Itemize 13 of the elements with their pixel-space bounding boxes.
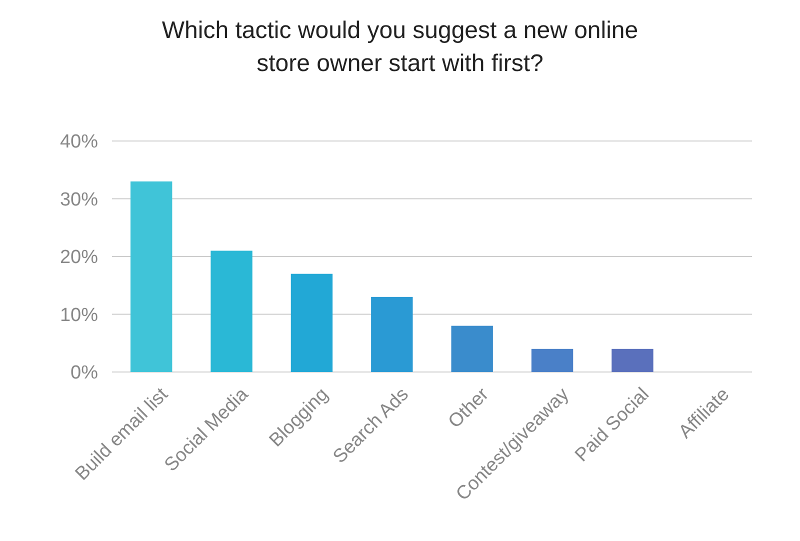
y-tick-label: 20% bbox=[60, 247, 98, 268]
bar bbox=[210, 250, 252, 372]
bar bbox=[451, 326, 493, 372]
bar bbox=[531, 348, 574, 372]
bar bbox=[290, 274, 333, 372]
y-tick-label: 30% bbox=[60, 189, 98, 210]
bar bbox=[130, 181, 172, 372]
bar bbox=[371, 296, 413, 372]
y-tick-label: 10% bbox=[60, 304, 98, 326]
y-tick-label: 40% bbox=[60, 132, 98, 153]
chart-title: Which tactic would you suggest a new online store owner start with first? bbox=[162, 17, 638, 77]
y-tick-label: 0% bbox=[70, 362, 98, 384]
bar bbox=[612, 348, 654, 372]
